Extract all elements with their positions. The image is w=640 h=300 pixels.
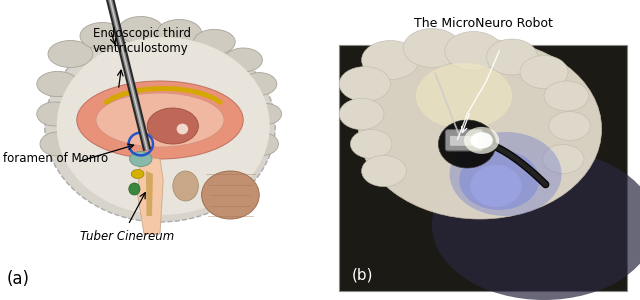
Ellipse shape [486,39,538,75]
Ellipse shape [56,37,270,215]
Ellipse shape [80,22,125,50]
Ellipse shape [250,103,282,124]
Polygon shape [146,171,153,216]
Ellipse shape [403,28,461,68]
Ellipse shape [224,48,262,72]
Ellipse shape [470,165,522,207]
Ellipse shape [544,81,589,111]
Ellipse shape [131,169,144,178]
Ellipse shape [416,63,512,129]
Ellipse shape [202,171,259,219]
Ellipse shape [193,29,236,55]
Circle shape [177,124,188,134]
Ellipse shape [36,71,78,97]
Ellipse shape [40,132,76,156]
Text: (b): (b) [352,267,374,282]
Ellipse shape [48,40,93,68]
Text: foramen of Monro: foramen of Monro [3,152,108,166]
Ellipse shape [362,155,406,187]
FancyBboxPatch shape [445,130,483,151]
Ellipse shape [37,102,72,126]
Ellipse shape [129,183,140,195]
Ellipse shape [460,150,540,210]
Ellipse shape [464,127,499,154]
Ellipse shape [432,150,640,300]
Ellipse shape [543,145,584,173]
Ellipse shape [351,130,392,158]
Ellipse shape [358,39,602,219]
Ellipse shape [549,112,590,140]
Ellipse shape [147,108,198,144]
Ellipse shape [96,93,224,147]
Bar [339,45,627,291]
Ellipse shape [118,16,163,44]
Ellipse shape [130,152,152,166]
Ellipse shape [470,132,493,148]
Text: The MicroNeuro Robot: The MicroNeuro Robot [414,17,552,30]
Ellipse shape [77,81,243,159]
Ellipse shape [173,171,198,201]
Ellipse shape [520,56,568,88]
Ellipse shape [438,120,496,168]
Ellipse shape [157,20,202,46]
Ellipse shape [339,98,384,130]
Ellipse shape [450,132,562,216]
Polygon shape [138,156,163,234]
Ellipse shape [362,40,419,80]
Text: Endoscopic third
ventriculostomy: Endoscopic third ventriculostomy [93,27,191,55]
FancyBboxPatch shape [450,136,478,146]
Ellipse shape [445,32,502,70]
Text: (a): (a) [6,270,29,288]
Ellipse shape [246,133,278,155]
Ellipse shape [45,30,275,222]
Ellipse shape [339,67,390,101]
Ellipse shape [242,73,277,95]
Text: Tuber Cinereum: Tuber Cinereum [80,230,174,244]
